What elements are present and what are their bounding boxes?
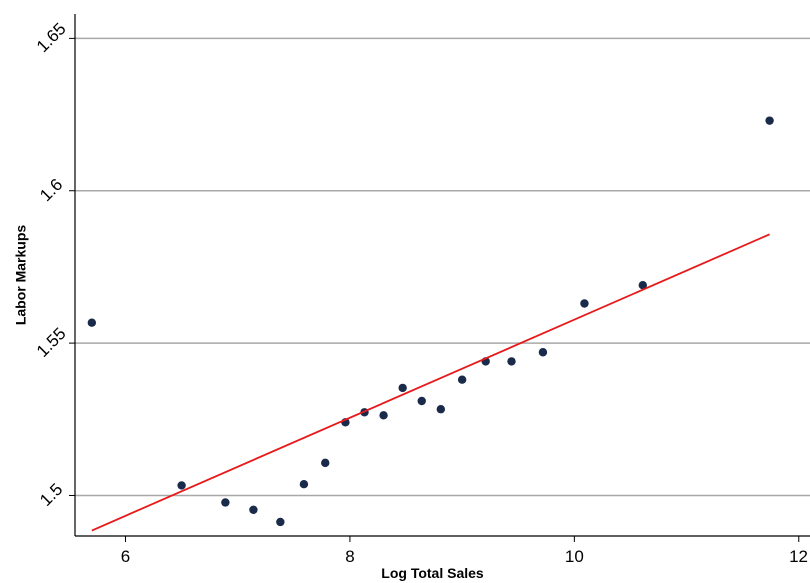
x-tick-label: 6 [121,547,130,566]
grid-lines [75,37,810,497]
x-axis-title: Log Total Sales [381,565,484,581]
data-point [398,383,407,393]
y-axis-title: Labor Markups [13,225,29,326]
y-tick-label: 1.5 [36,480,66,510]
data-point [249,505,258,514]
data-points [87,116,774,527]
data-point [457,375,467,384]
data-point [87,318,97,327]
data-point [638,281,648,290]
fit-line-segment [91,233,770,532]
data-point [765,116,774,125]
data-point [538,348,548,357]
x-tick-label: 10 [565,547,584,566]
y-tick-label: 1.55 [33,324,70,361]
data-point [507,357,516,366]
x-axis-ticks: 6 8 10 12 [121,536,808,566]
fit-line [91,233,770,532]
axes [74,14,810,537]
data-point [299,479,309,489]
data-point [580,299,589,308]
data-point [379,411,388,420]
y-axis-ticks: 1.5 1.55 1.6 1.65 [33,19,75,510]
data-point [276,517,285,527]
data-point [221,498,230,507]
data-point [177,481,186,490]
data-point [417,396,426,406]
y-tick-label: 1.6 [36,175,66,205]
data-point [321,458,330,468]
data-point [436,405,446,414]
x-tick-label: 12 [789,547,808,566]
x-tick-label: 8 [345,547,354,566]
y-tick-label: 1.65 [33,19,70,56]
